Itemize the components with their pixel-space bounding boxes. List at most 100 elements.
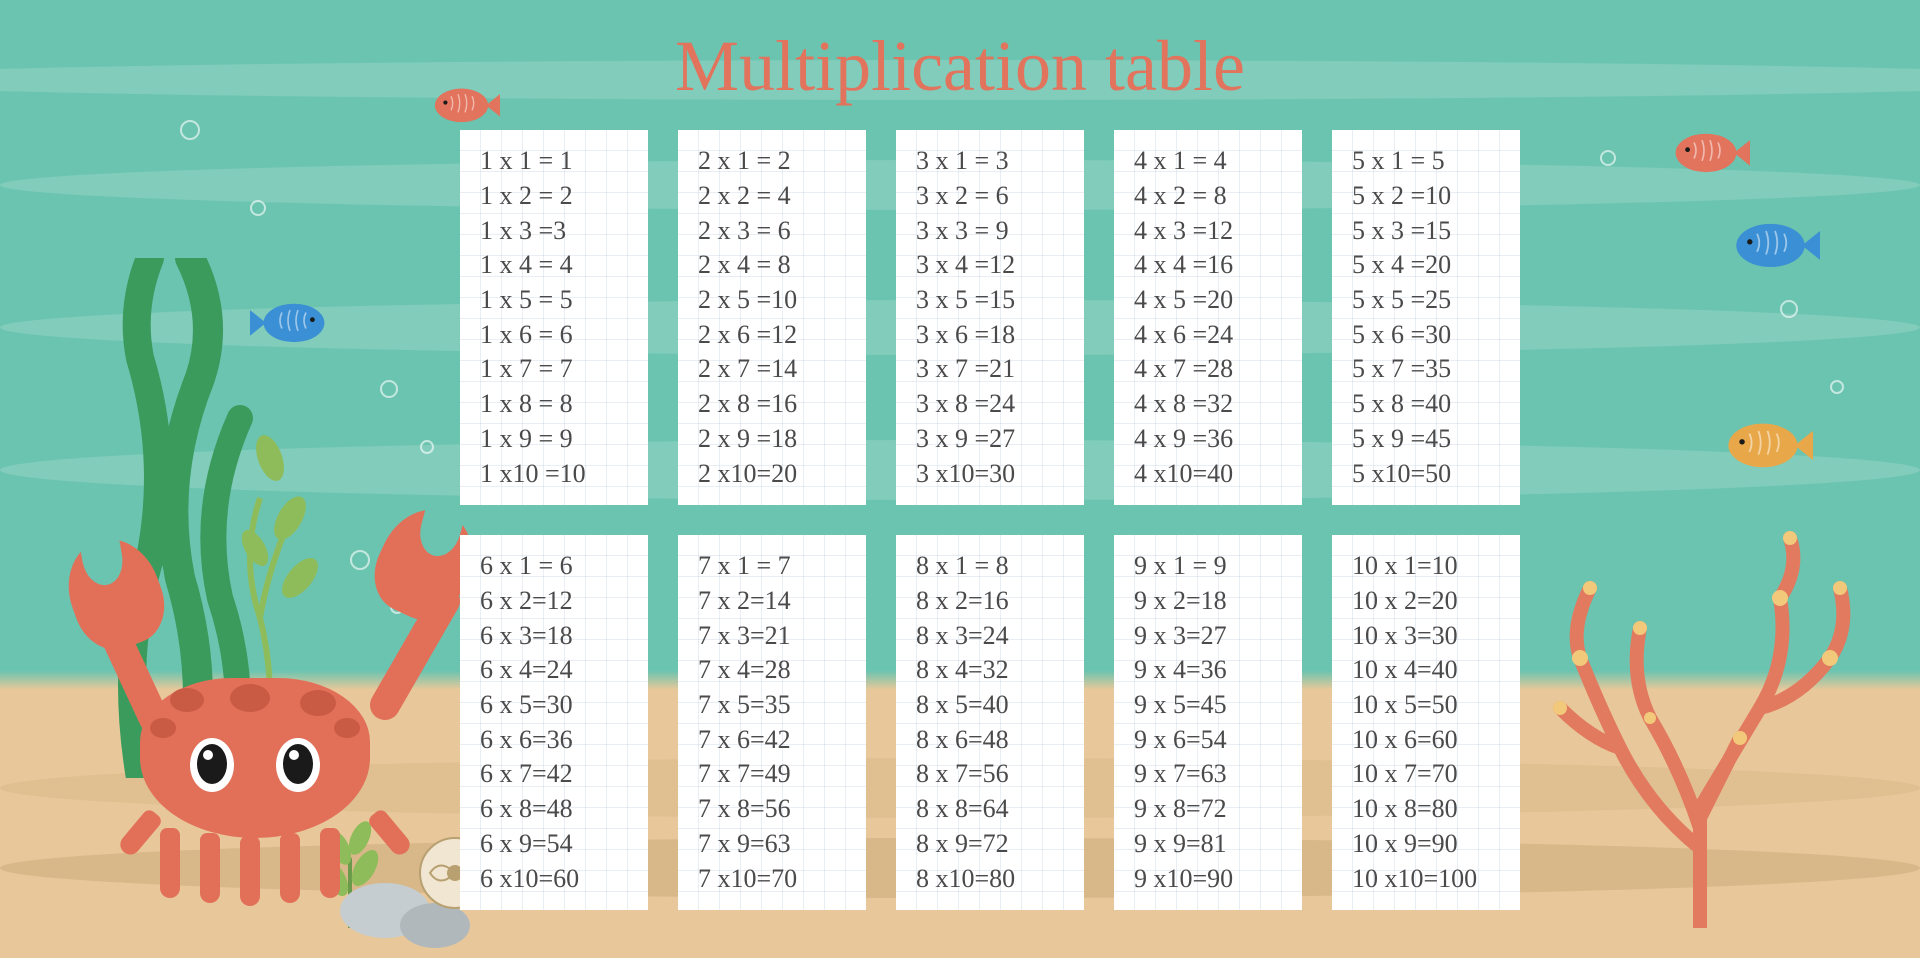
table-row: 6 x 9=54 — [480, 829, 628, 859]
table-row: 3 x 2 = 6 — [916, 181, 1064, 211]
table-row: 5 x 7 =35 — [1352, 354, 1500, 384]
table-row: 3 x 9 =27 — [916, 424, 1064, 454]
table-row: 10 x 6=60 — [1352, 725, 1500, 755]
table-row: 9 x10=90 — [1134, 864, 1282, 894]
table-row: 7 x 6=42 — [698, 725, 846, 755]
table-row: 3 x 7 =21 — [916, 354, 1064, 384]
table-row: 9 x 6=54 — [1134, 725, 1282, 755]
table-row: 5 x 4 =20 — [1352, 250, 1500, 280]
bubble-icon — [1830, 380, 1844, 394]
table-row: 3 x 4 =12 — [916, 250, 1064, 280]
table-row: 9 x 3=27 — [1134, 621, 1282, 651]
table-row: 1 x 9 = 9 — [480, 424, 628, 454]
table-row: 5 x 9 =45 — [1352, 424, 1500, 454]
table-row: 3 x10=30 — [916, 459, 1064, 489]
table-row: 8 x 5=40 — [916, 690, 1064, 720]
table-row: 2 x10=20 — [698, 459, 846, 489]
table-row: 1 x 4 = 4 — [480, 250, 628, 280]
table-row: 3 x 8 =24 — [916, 389, 1064, 419]
table-row: 2 x 1 = 2 — [698, 146, 846, 176]
table-row: 10 x 8=80 — [1352, 794, 1500, 824]
table-row: 8 x 9=72 — [916, 829, 1064, 859]
page-title: Multiplication table — [675, 25, 1245, 108]
bubble-icon — [420, 440, 434, 454]
table-row: 1 x 6 = 6 — [480, 320, 628, 350]
table-row: 4 x 8 =32 — [1134, 389, 1282, 419]
table-row: 7 x 5=35 — [698, 690, 846, 720]
table-row: 8 x 1 = 8 — [916, 551, 1064, 581]
table-row: 3 x 3 = 9 — [916, 216, 1064, 246]
table-row: 10 x 3=30 — [1352, 621, 1500, 651]
table-row: 9 x 8=72 — [1134, 794, 1282, 824]
table-row: 7 x 2=14 — [698, 586, 846, 616]
table-row: 4 x10=40 — [1134, 459, 1282, 489]
table-row: 7 x 7=49 — [698, 759, 846, 789]
table-row: 2 x 9 =18 — [698, 424, 846, 454]
table-row: 6 x 1 = 6 — [480, 551, 628, 581]
table-row: 4 x 7 =28 — [1134, 354, 1282, 384]
table-row: 5 x 5 =25 — [1352, 285, 1500, 315]
table-row: 1 x 3 =3 — [480, 216, 628, 246]
fish-icon — [1720, 420, 1815, 470]
bubble-icon — [250, 200, 266, 216]
table-row: 7 x10=70 — [698, 864, 846, 894]
table-row: 2 x 2 = 4 — [698, 181, 846, 211]
table-row: 6 x 6=36 — [480, 725, 628, 755]
table-row: 9 x 9=81 — [1134, 829, 1282, 859]
table-row: 6 x 7=42 — [480, 759, 628, 789]
table-row: 5 x10=50 — [1352, 459, 1500, 489]
table-row: 10 x 5=50 — [1352, 690, 1500, 720]
table-row: 1 x 1 = 1 — [480, 146, 628, 176]
table-row: 6 x 4=24 — [480, 655, 628, 685]
table-row: 2 x 6 =12 — [698, 320, 846, 350]
table-row: 1 x 2 = 2 — [480, 181, 628, 211]
table-row: 8 x10=80 — [916, 864, 1064, 894]
bubble-icon — [180, 120, 200, 140]
table-row: 4 x 9 =36 — [1134, 424, 1282, 454]
table-row: 6 x 5=30 — [480, 690, 628, 720]
table-row: 7 x 4=28 — [698, 655, 846, 685]
table-row: 9 x 1 = 9 — [1134, 551, 1282, 581]
table-row: 7 x 9=63 — [698, 829, 846, 859]
table-row: 1 x 8 = 8 — [480, 389, 628, 419]
table-row: 1 x10 =10 — [480, 459, 628, 489]
table-row: 7 x 3=21 — [698, 621, 846, 651]
times-table-card: 7 x 1 = 7 7 x 2=14 7 x 3=21 7 x 4=28 7 x 5=3… — [678, 535, 866, 910]
table-row: 6 x 3=18 — [480, 621, 628, 651]
table-row: 10 x 7=70 — [1352, 759, 1500, 789]
table-row: 6 x10=60 — [480, 864, 628, 894]
table-row: 1 x 7 = 7 — [480, 354, 628, 384]
table-row: 10 x 4=40 — [1352, 655, 1500, 685]
coral-icon — [1530, 508, 1870, 928]
table-row: 5 x 6 =30 — [1352, 320, 1500, 350]
table-row: 2 x 5 =10 — [698, 285, 846, 315]
fish-icon — [430, 85, 500, 125]
table-row: 4 x 1 = 4 — [1134, 146, 1282, 176]
table-row: 7 x 1 = 7 — [698, 551, 846, 581]
times-table-card: 3 x 1 = 3 3 x 2 = 6 3 x 3 = 9 3 x 4 =12 3 x … — [896, 130, 1084, 505]
table-row: 10 x 2=20 — [1352, 586, 1500, 616]
bubble-icon — [380, 380, 398, 398]
table-row: 2 x 3 = 6 — [698, 216, 846, 246]
times-table-card: 8 x 1 = 8 8 x 2=16 8 x 3=24 8 x 4=32 8 x 5=4… — [896, 535, 1084, 910]
table-row: 9 x 4=36 — [1134, 655, 1282, 685]
table-row: 3 x 6 =18 — [916, 320, 1064, 350]
table-row: 4 x 6 =24 — [1134, 320, 1282, 350]
times-table-card: 10 x 1=10 10 x 2=20 10 x 3=30 10 x 4=40 10 x… — [1332, 535, 1520, 910]
crab-icon — [80, 558, 440, 898]
table-row: 5 x 3 =15 — [1352, 216, 1500, 246]
table-row: 9 x 2=18 — [1134, 586, 1282, 616]
table-row: 3 x 1 = 3 — [916, 146, 1064, 176]
table-row: 8 x 2=16 — [916, 586, 1064, 616]
table-row: 6 x 8=48 — [480, 794, 628, 824]
table-row: 8 x 3=24 — [916, 621, 1064, 651]
table-row: 10 x 1=10 — [1352, 551, 1500, 581]
table-row: 8 x 4=32 — [916, 655, 1064, 685]
table-row: 8 x 7=56 — [916, 759, 1064, 789]
table-row: 8 x 8=64 — [916, 794, 1064, 824]
table-row: 2 x 7 =14 — [698, 354, 846, 384]
times-table-card: 6 x 1 = 66 x 2=126 x 3=186 x 4=246 x 5=3… — [460, 535, 648, 910]
table-row: 5 x 1 = 5 — [1352, 146, 1500, 176]
scene: Multiplication table 1 x 1 = 1 1 x 2 = 2 1… — [0, 0, 1920, 958]
table-row: 9 x 7=63 — [1134, 759, 1282, 789]
